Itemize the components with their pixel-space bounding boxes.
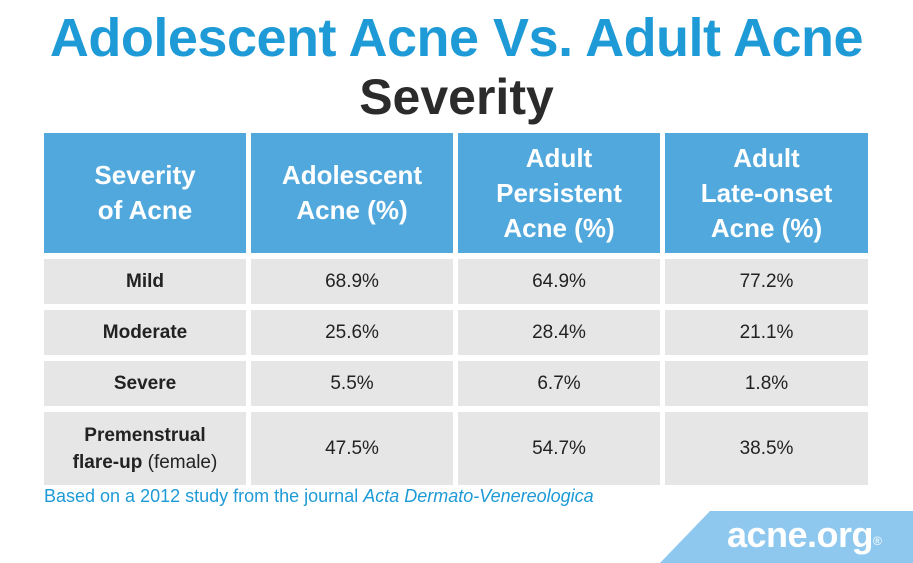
row-label-line1: Premenstrual [84,424,206,446]
logo-band [660,511,913,563]
table-header-row: Severity of Acne Adolescent Acne (%) Adu… [44,133,868,253]
header-severity: Severity of Acne [44,133,246,253]
header-adult-persistent: Adult Persistent Acne (%) [458,133,660,253]
cell-value: 47.5% [251,412,453,485]
header-text: Adult [525,142,593,173]
cell-value: 28.4% [458,310,660,355]
header-text: Acne (%) [503,212,615,243]
header-text: Persistent [496,177,622,208]
row-label-line2: flare-up (female) [73,449,218,476]
cell-value: 54.7% [458,412,660,485]
cell-value: 21.1% [665,310,868,355]
header-text: of Acne [97,195,193,225]
header-text: Acne (%) [296,195,408,225]
header-text: Adult [733,142,800,173]
table-row: Severe 5.5% 6.7% 1.8% [44,361,868,406]
row-label-qualifier: (female) [142,451,218,473]
row-label: Severe [44,361,246,406]
row-label: Moderate [44,310,246,355]
cell-value: 38.5% [665,412,868,485]
cell-value: 68.9% [251,259,453,304]
cell-value: 1.8% [665,361,868,406]
header-text: Late-onset [700,177,833,208]
page-title: Adolescent Acne Vs. Adult Acne [49,8,864,68]
header-text: Acne (%) [710,212,823,243]
severity-table: Severity of Acne Adolescent Acne (%) Adu… [44,133,868,485]
header-text: Adolescent [281,160,423,190]
table-row: Premenstrual flare-up (female) 47.5% 54.… [44,412,868,485]
footnote-journal: Acta Dermato-Venereologica [363,486,594,506]
logo-wordmark: acne.org [727,514,874,555]
header-adult-late-onset: Adult Late-onset Acne (%) [665,133,868,253]
row-label-main: flare-up [72,451,143,473]
cell-value: 64.9% [458,259,660,304]
row-label: Mild [44,259,246,304]
table-row: Mild 68.9% 64.9% 77.2% [44,259,868,304]
registered-mark: ® [873,534,882,548]
page-subtitle: Severity [359,69,554,125]
source-footnote: Based on a 2012 study from the journal A… [44,486,594,507]
cell-value: 25.6% [251,310,453,355]
cell-value: 77.2% [665,259,868,304]
header-adolescent: Adolescent Acne (%) [251,133,453,253]
cell-value: 5.5% [251,361,453,406]
header-text: Severity [94,160,196,190]
cell-value: 6.7% [458,361,660,406]
footnote-prefix: Based on a 2012 study from the journal [44,486,364,506]
acne-org-logo: acne.org® [727,512,882,558]
row-label: Premenstrual flare-up (female) [44,412,246,485]
table-row: Moderate 25.6% 28.4% 21.1% [44,310,868,355]
